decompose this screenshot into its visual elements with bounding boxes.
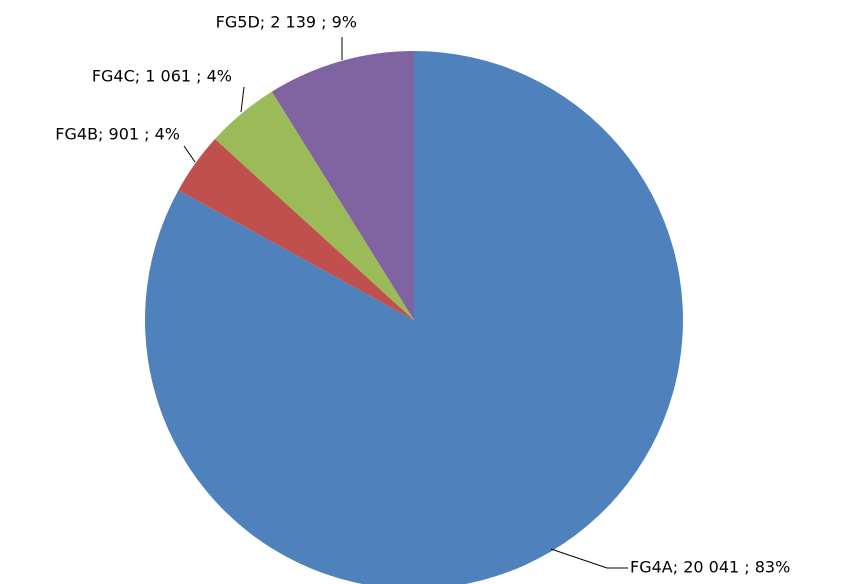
data-label: FG4A; 20 041 ; 83% [630,558,790,577]
leader-line [183,145,196,163]
leader-line [550,548,628,569]
data-label: FG5D; 2 139 ; 9% [216,13,357,32]
leader-line [240,86,245,113]
data-label: FG4B; 901 ; 4% [55,125,180,144]
pie-slice [145,51,683,584]
data-label: FG4C; 1 061 ; 4% [92,67,232,86]
pie-slice [271,51,414,320]
pie-slice [214,91,414,320]
pie-slice [178,139,414,320]
